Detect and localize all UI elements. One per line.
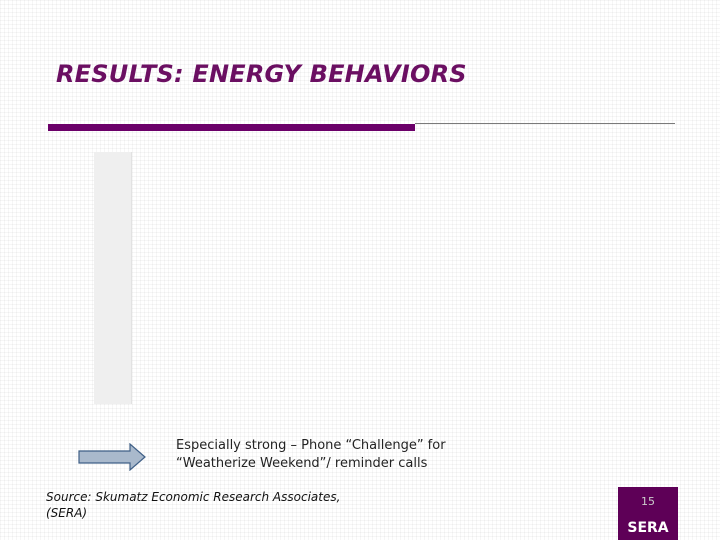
note-line-2: “Weatherize Weekend”/ reminder calls <box>176 456 428 471</box>
note-text: Especially strong – Phone “Challenge” fo… <box>176 437 446 473</box>
right-arrow-icon <box>78 443 146 471</box>
source-line-1: Source: Skumatz Economic Research Associ… <box>46 490 341 504</box>
page-number: 15 <box>641 495 655 508</box>
image-placeholder-panel <box>94 152 132 404</box>
logo-text: SERA <box>627 520 669 536</box>
title-accent-bar <box>48 124 415 131</box>
source-citation: Source: Skumatz Economic Research Associ… <box>46 489 340 521</box>
note-line-1: Especially strong – Phone “Challenge” fo… <box>176 438 446 453</box>
sera-logo: 15 SERA <box>618 487 678 540</box>
title-divider-line <box>415 123 675 124</box>
slide-title: RESULTS: ENERGY BEHAVIORS <box>56 60 467 88</box>
source-line-2: (SERA) <box>46 506 88 520</box>
